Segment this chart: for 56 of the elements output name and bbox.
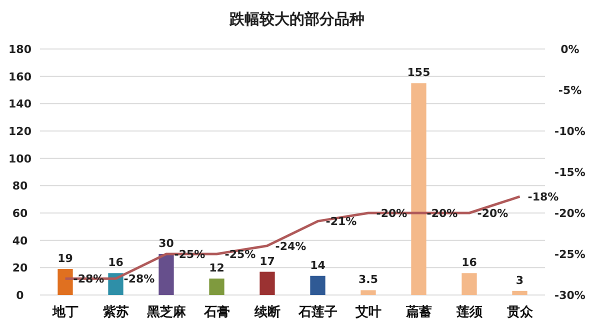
- data-label: -20%: [477, 207, 508, 220]
- data-label: -21%: [326, 215, 357, 228]
- bar: [411, 83, 426, 295]
- y-tick-label: 120: [8, 125, 32, 138]
- chart-title: 跌幅较大的部分品种: [228, 10, 364, 28]
- x-tick-label: 黑芝麻: [146, 304, 187, 320]
- data-label: 16: [462, 256, 478, 270]
- y-tick-label: 100: [8, 152, 32, 166]
- y2-tick-label: 0%: [560, 43, 580, 56]
- x-tick-label: 续断: [253, 305, 280, 320]
- y2-tick-label: -25%: [554, 248, 586, 261]
- data-label: 3: [516, 274, 524, 287]
- y2-tick-label: -5%: [558, 84, 582, 97]
- data-label: 3.5: [358, 273, 378, 286]
- x-tick-label: 石膏: [202, 305, 230, 320]
- data-label: 155: [407, 66, 430, 80]
- y2-tick-label: -30%: [554, 289, 586, 302]
- x-tick-label: 贯众: [506, 305, 534, 320]
- data-label: -18%: [528, 190, 559, 204]
- data-label: -20%: [426, 207, 458, 220]
- y-tick-label: 60: [12, 207, 28, 220]
- data-label: 14: [310, 258, 326, 272]
- bar: [260, 272, 275, 295]
- x-tick-label: 紫苏: [102, 304, 129, 320]
- bar: [310, 276, 326, 295]
- y2-tick-label: -20%: [554, 207, 586, 220]
- y-tick-label: 40: [12, 234, 28, 248]
- y-tick-label: 160: [8, 70, 32, 84]
- data-label: -20%: [376, 207, 408, 220]
- bar: [158, 254, 174, 295]
- data-label: -24%: [275, 240, 306, 253]
- data-label: 12: [209, 262, 224, 275]
- y-tick-label: 0: [16, 289, 24, 302]
- y-tick-label: 80: [12, 180, 28, 193]
- bar: [360, 290, 376, 295]
- y2-tick-label: -10%: [554, 125, 586, 138]
- data-label: -28%: [124, 272, 155, 286]
- x-tick-label: 地丁: [51, 305, 78, 320]
- x-tick-label: 萹蓄: [404, 304, 432, 320]
- x-tick-label: 石莲子: [297, 304, 338, 320]
- x-tick-label: 艾叶: [354, 305, 382, 320]
- data-label: 16: [108, 256, 124, 270]
- bar: [512, 290, 528, 295]
- x-tick-label: 莲须: [455, 304, 484, 320]
- data-label: 30: [158, 237, 174, 250]
- bar: [58, 269, 73, 295]
- y-tick-label: 180: [8, 43, 32, 56]
- data-label: -25%: [224, 248, 256, 261]
- y-tick-label: 20: [12, 262, 28, 275]
- bar: [209, 278, 224, 295]
- data-label: 19: [58, 252, 73, 266]
- y2-tick-label: -15%: [554, 166, 586, 179]
- data-label: 17: [260, 254, 275, 268]
- y-tick-label: 140: [8, 98, 32, 111]
- data-label: -25%: [174, 248, 206, 261]
- bar: [462, 273, 477, 295]
